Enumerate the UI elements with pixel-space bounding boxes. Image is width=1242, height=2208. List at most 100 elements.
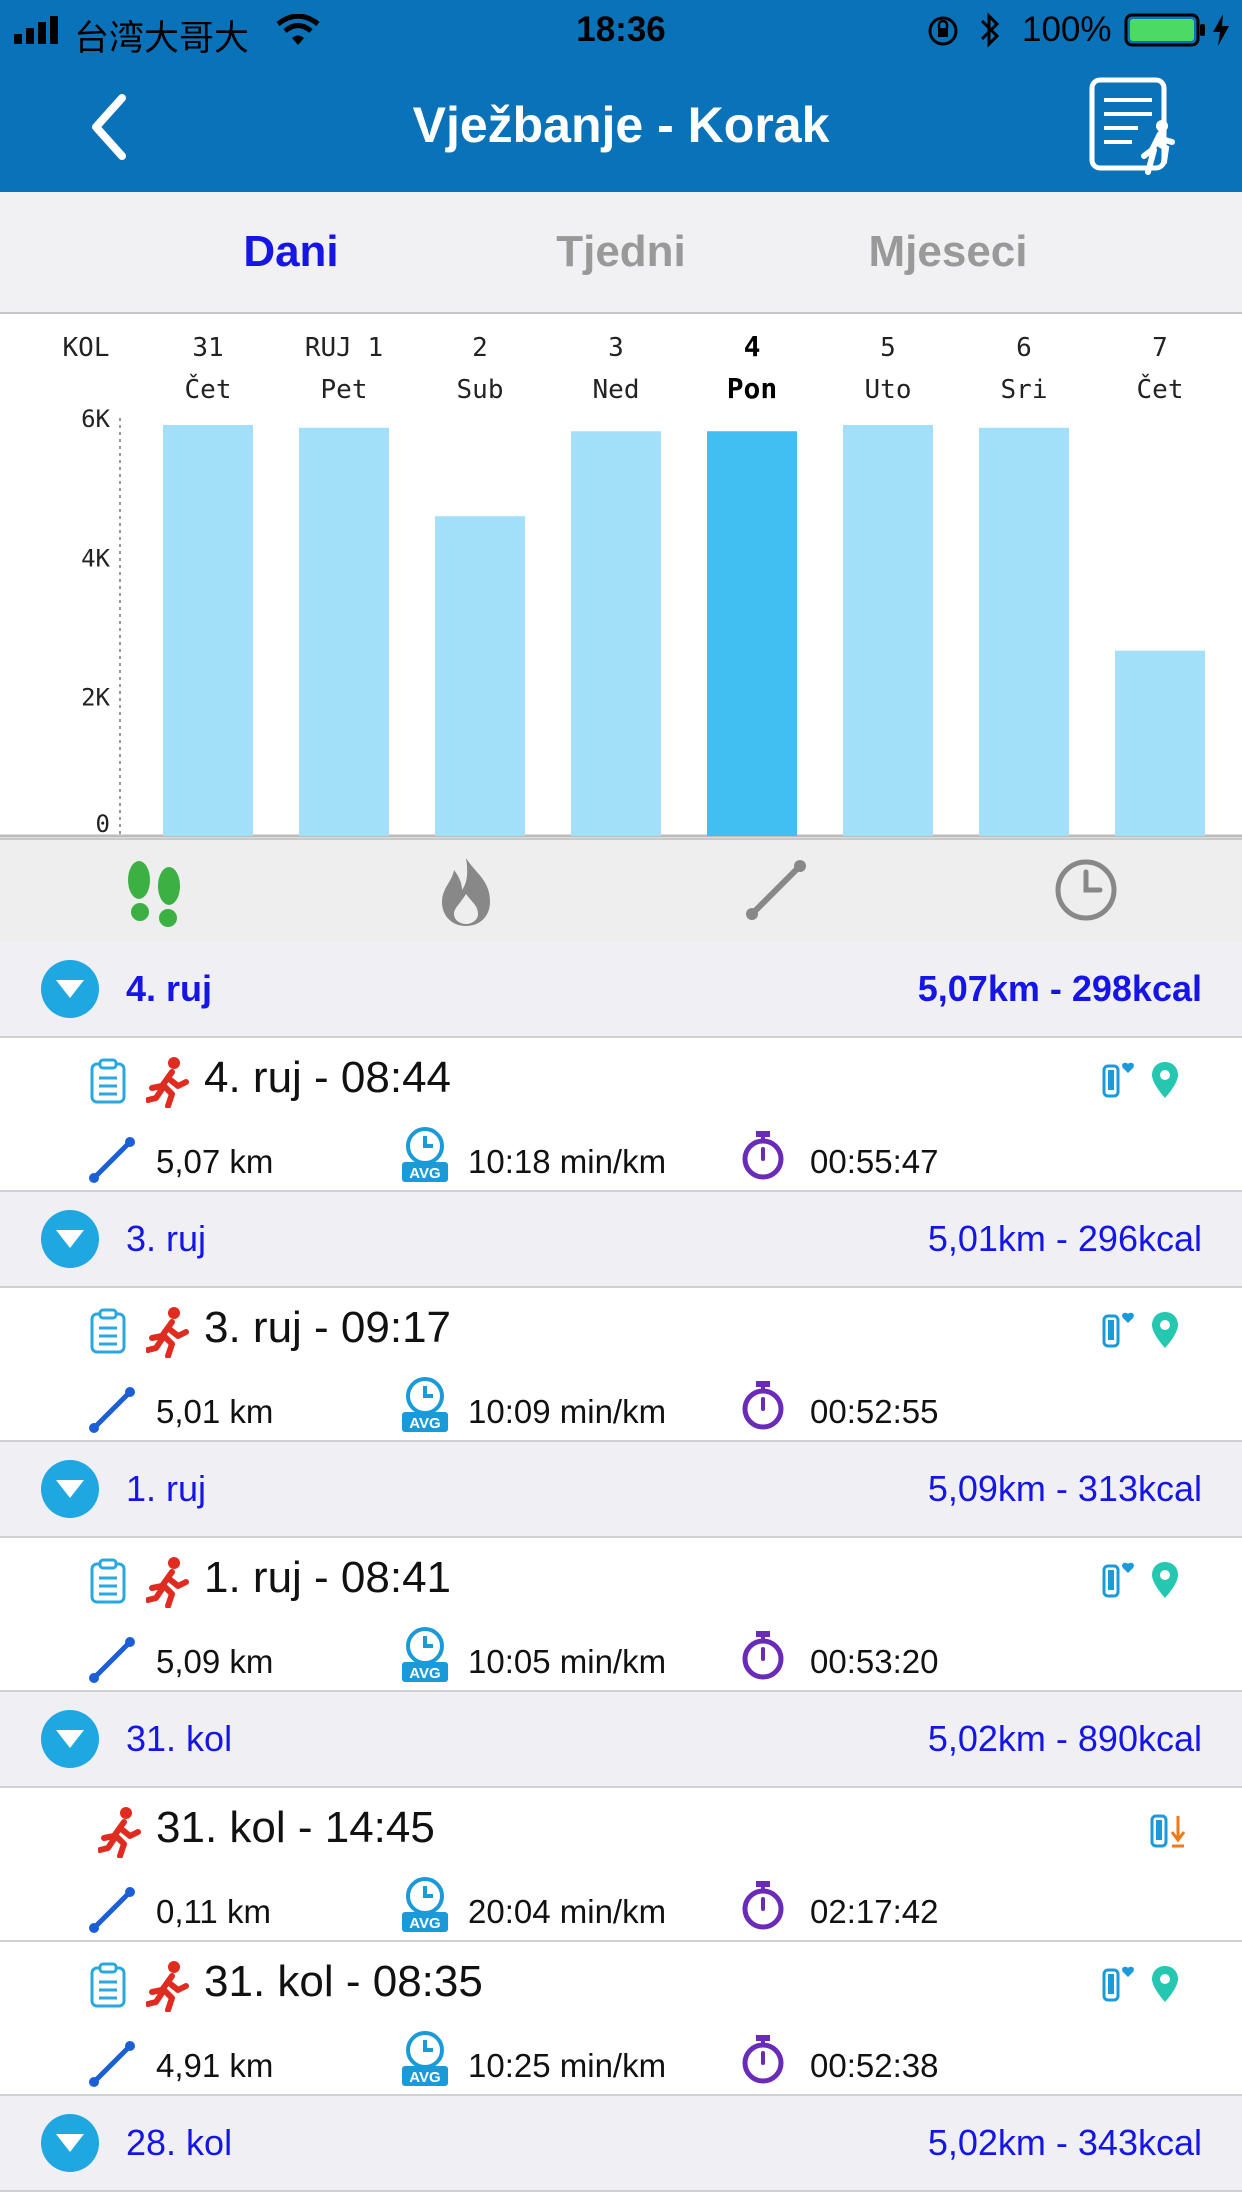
steps-bar-chart: KOL 0 2K 4K 6K 31 Čet RUJ 1 Pet 2 Sub 3 Ned 4 Pon 5 Uto 6…	[0, 330, 1242, 838]
duration-value: 02:17:42	[810, 1893, 939, 1930]
avg-pace-icon: AVG	[400, 1376, 450, 1439]
distance-icon[interactable]	[736, 850, 816, 930]
step-bar[interactable]	[435, 516, 525, 836]
avg-badge-label: AVG	[409, 2069, 440, 2086]
day-header[interactable]: 3. ruj 5,01km - 296kcal	[0, 1192, 1242, 1288]
step-bar[interactable]	[1115, 650, 1205, 836]
collapse-toggle-icon[interactable]	[41, 2114, 99, 2172]
step-bar[interactable]	[299, 427, 389, 836]
day-summary: 5,01km - 296kcal	[927, 1218, 1202, 1259]
distance-icon	[86, 1134, 138, 1191]
collapse-toggle-icon[interactable]	[41, 960, 99, 1018]
distance-value: 0,11 km	[156, 1893, 271, 1930]
battery-icon	[1124, 13, 1205, 47]
distance-icon	[86, 1634, 138, 1691]
signal-icon	[14, 16, 58, 44]
step-bar[interactable]	[571, 431, 661, 836]
runner-icon	[97, 1806, 142, 1863]
x-tick-day: 2	[472, 333, 488, 363]
day-header[interactable]: 31. kol 5,02km - 890kcal	[0, 1692, 1242, 1788]
tab-tjedni[interactable]: Tjedni	[556, 227, 686, 276]
pace-value: 10:09 min/km	[468, 1393, 667, 1430]
report-icon[interactable]	[1088, 76, 1184, 176]
activity-row[interactable]: 3. ruj - 09:17 5,01 km AVG 10:09 min/km 00:5…	[0, 1288, 1242, 1442]
gps-pin-icon[interactable]	[1150, 1060, 1180, 1105]
day-date: 4. ruj	[126, 968, 213, 1009]
activity-row[interactable]: 1. ruj - 08:41 5,09 km AVG 10:05 min/km 00:5…	[0, 1538, 1242, 1692]
activity-title: 31. kol - 14:45	[156, 1803, 435, 1852]
step-bar[interactable]	[707, 431, 797, 836]
avg-badge-label: AVG	[409, 1915, 440, 1932]
clock-icon[interactable]	[1046, 850, 1126, 930]
x-tick-weekday: Sub	[457, 375, 504, 405]
activity-row[interactable]: 31. kol - 14:45 0,11 km AVG 20:04 min/km 02:…	[0, 1788, 1242, 1942]
chevron-left-icon[interactable]	[88, 94, 128, 160]
collapse-toggle-icon[interactable]	[41, 1460, 99, 1518]
y-tick-label: 4K	[81, 544, 110, 572]
day-date: 31. kol	[126, 1718, 233, 1759]
x-tick-day: 7	[1152, 333, 1168, 363]
day-header[interactable]: 1. ruj 5,09km - 313kcal	[0, 1442, 1242, 1538]
footsteps-icon[interactable]	[115, 850, 195, 930]
collapse-toggle-icon[interactable]	[41, 1710, 99, 1768]
report-icon[interactable]	[88, 1058, 128, 1111]
stopwatch-icon	[740, 1128, 786, 1187]
report-icon[interactable]	[88, 1558, 128, 1611]
steps-chart: KOL 0 2K 4K 6K 31 Čet RUJ 1 Pet 2 Sub 3 Ned 4 Pon 5 Uto 6…	[0, 314, 1242, 838]
tab-dani[interactable]: Dani	[243, 227, 339, 276]
distance-value: 4,91 km	[156, 2047, 274, 2084]
avg-pace-icon: AVG	[400, 1126, 450, 1189]
collapse-toggle-icon[interactable]	[41, 1210, 99, 1268]
gps-pin-icon[interactable]	[1150, 1560, 1180, 1605]
gps-pin-icon[interactable]	[1150, 1964, 1180, 2009]
gps-pin-icon[interactable]	[1150, 1310, 1180, 1355]
activity-title: 1. ruj - 08:41	[204, 1553, 452, 1602]
runner-icon	[145, 1056, 190, 1113]
flame-icon[interactable]	[426, 850, 506, 930]
pace-value: 20:04 min/km	[468, 1893, 667, 1930]
charging-icon	[1213, 14, 1229, 46]
avg-badge-label: AVG	[409, 1165, 440, 1182]
activity-title: 3. ruj - 09:17	[204, 1303, 452, 1352]
x-tick-weekday: Čet	[185, 373, 232, 405]
tab-mjeseci[interactable]: Mjeseci	[868, 227, 1028, 276]
activity-title: 31. kol - 08:35	[204, 1957, 483, 2006]
activity-row[interactable]: 31. kol - 08:35 4,91 km AVG 10:25 min/km 00:…	[0, 1942, 1242, 2096]
carrier-label: 台湾大哥大	[74, 19, 250, 58]
avg-pace-icon: AVG	[400, 1876, 450, 1939]
step-bar[interactable]	[979, 427, 1069, 836]
device-sync-icon	[1148, 1810, 1188, 1855]
x-tick-weekday: Ned	[593, 375, 640, 405]
nav-bar: Vježbanje - Korak	[0, 58, 1242, 192]
x-tick-weekday: Sri	[1001, 375, 1048, 405]
x-tick-weekday: Pon	[727, 372, 778, 405]
bluetooth-icon	[980, 12, 1000, 48]
battery-percent: 100%	[1022, 10, 1112, 49]
report-icon[interactable]	[88, 1962, 128, 2015]
x-tick-day: 6	[1016, 333, 1032, 363]
stopwatch-icon	[740, 1628, 786, 1687]
period-tabs: Dani Tjedni Mjeseci	[0, 192, 1242, 314]
day-date: 3. ruj	[126, 1218, 207, 1259]
avg-pace-icon: AVG	[400, 1626, 450, 1689]
step-bar[interactable]	[163, 424, 253, 836]
x-tick-day: 5	[880, 333, 896, 363]
distance-icon	[86, 2038, 138, 2095]
month-label: KOL	[63, 333, 110, 363]
avg-pace-icon: AVG	[400, 2030, 450, 2093]
duration-value: 00:52:55	[810, 1393, 939, 1430]
day-date: 28. kol	[126, 2122, 233, 2163]
day-header[interactable]: 4. ruj 5,07km - 298kcal	[0, 942, 1242, 1038]
day-summary: 5,09km - 313kcal	[927, 1468, 1202, 1509]
heart-rate-device-icon	[1100, 1060, 1140, 1105]
rotation-lock-icon	[928, 16, 958, 46]
avg-badge-label: AVG	[409, 1665, 440, 1682]
step-bar[interactable]	[843, 424, 933, 836]
activity-row[interactable]: 4. ruj - 08:44 5,07 km AVG 10:18 min/km 00:5…	[0, 1038, 1242, 1192]
activity-title: 4. ruj - 08:44	[204, 1053, 452, 1102]
day-header[interactable]: 28. kol 5,02km - 343kcal	[0, 2096, 1242, 2192]
x-tick-day: 4	[744, 330, 761, 363]
x-tick-weekday: Uto	[865, 375, 912, 405]
report-icon[interactable]	[88, 1308, 128, 1361]
day-date: 1. ruj	[126, 1468, 207, 1509]
